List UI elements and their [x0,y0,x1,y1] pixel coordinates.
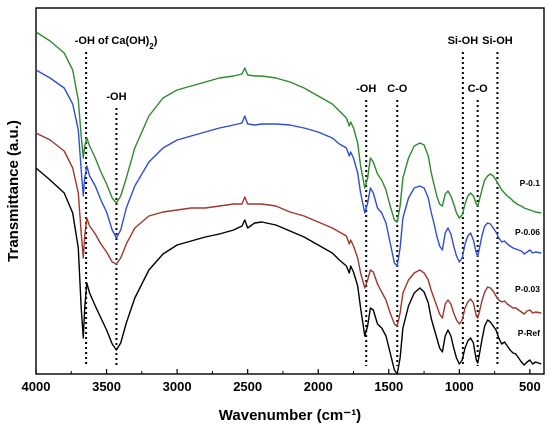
band-annotations: -OH of Ca(OH)2) -OH -OH C-O Si-OH C-O Si-OH [75,35,513,103]
x-tick-label: 4000 [22,379,51,394]
series-label: P-0.06 [515,227,540,237]
series-label: P-0.1 [520,178,541,188]
band-annotation: -OH of Ca(OH)2) [75,35,158,51]
x-tick-label: 1500 [374,379,403,394]
band-annotation: C-O [387,83,408,95]
series-line-p-0-1 [35,31,542,223]
x-tick-label: 2000 [304,379,333,394]
x-axis-label: Wavenumber (cm⁻¹) [219,407,361,424]
series-label: P-Ref [518,328,540,338]
x-tick-label: 1000 [445,379,474,394]
series-line-p-ref [35,167,542,375]
y-axis-label: Transmittance (a.u.) [5,120,22,262]
band-annotation: -OH [356,83,376,95]
series-line-p-0-03 [35,132,542,327]
series-label: P-0.03 [515,284,540,294]
band-annotation: C-O [468,83,489,95]
x-tick-label: 2500 [233,379,262,394]
plot-frame [35,7,545,375]
series-lines [35,31,542,375]
band-markers [85,52,499,366]
band-annotation: Si-OH [448,35,479,47]
x-tick-label: 3000 [163,379,192,394]
series-line-p-0-06 [35,69,542,267]
series-labels: P-Ref P-0.03 P-0.06 P-0.1 [515,178,540,338]
band-annotation: -OH [106,91,126,103]
x-tick-label: 3500 [92,379,121,394]
band-annotation: Si-OH [482,35,513,47]
plot-border [35,7,545,375]
x-tick-label: 500 [519,379,541,394]
x-axis-ticks: 4000 3500 3000 2500 2000 1500 1000 500 [22,369,541,394]
